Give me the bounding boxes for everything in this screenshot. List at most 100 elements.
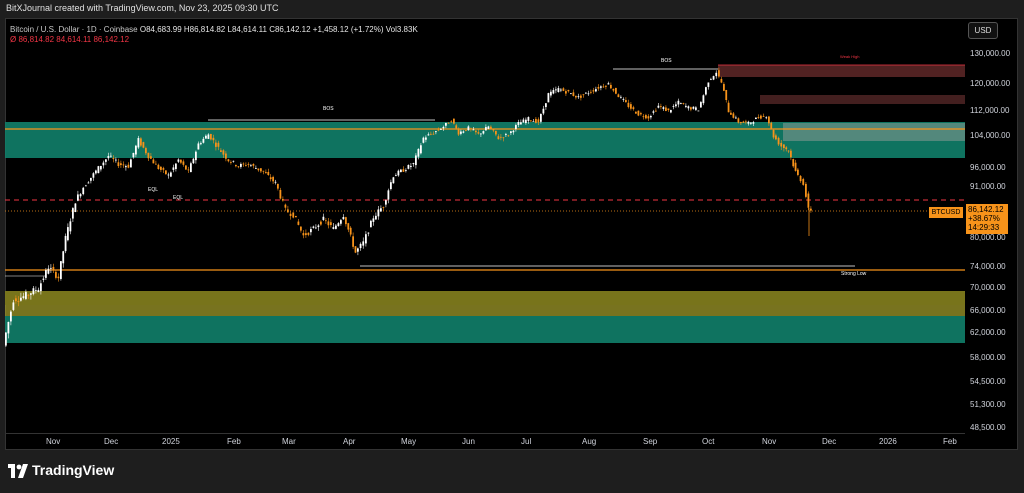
candle-body — [620, 96, 622, 98]
candle-body — [687, 106, 690, 109]
candle-body — [257, 168, 260, 171]
price-tick-label: 62,000.00 — [970, 328, 1006, 337]
time-tick-label: 2025 — [162, 437, 180, 446]
time-tick-label: Jun — [462, 437, 475, 446]
candle-body — [685, 105, 687, 107]
candle-body — [625, 100, 627, 103]
candle-body — [597, 86, 600, 89]
candle-body — [515, 125, 517, 130]
time-tick-label: Nov — [46, 437, 61, 446]
candle-body — [155, 163, 157, 165]
candle-body — [265, 172, 267, 174]
candle-body — [180, 159, 182, 163]
supply-zone-2 — [783, 123, 965, 141]
candle-body — [640, 113, 642, 115]
candle-body — [27, 294, 30, 296]
candle-body — [712, 76, 715, 80]
candle-body — [370, 220, 372, 228]
candle-body — [10, 311, 12, 322]
candle-body — [375, 215, 377, 220]
candle-body — [445, 122, 447, 126]
time-tick-label: Feb — [227, 437, 241, 446]
candle-body — [359, 243, 362, 249]
price-tick-label: 120,000.00 — [970, 79, 1011, 88]
candle-body — [127, 164, 130, 168]
candle-body — [400, 169, 402, 173]
candle-body — [457, 129, 460, 135]
candle-body — [810, 208, 812, 211]
candle-body — [277, 183, 279, 189]
candle-body — [727, 102, 730, 113]
candle-body — [305, 233, 307, 236]
candle-body — [345, 217, 347, 225]
candle-body — [122, 164, 125, 166]
candle-body — [175, 163, 177, 170]
candle-body — [262, 170, 265, 172]
candle-body — [492, 128, 495, 131]
candle-body — [300, 226, 302, 231]
candle-body — [22, 296, 25, 298]
candle-body — [315, 227, 317, 229]
currency-button[interactable]: USD — [968, 22, 998, 39]
candle-body — [292, 212, 295, 218]
candle-body — [455, 125, 458, 129]
candle-body — [82, 187, 85, 195]
candle-body — [792, 159, 795, 167]
candle-body — [15, 298, 17, 302]
candle-body — [372, 218, 375, 222]
candle-body — [397, 170, 400, 176]
candle-body — [52, 266, 55, 270]
candle-body — [240, 163, 242, 167]
candle-body — [284, 204, 287, 208]
candle-body — [177, 159, 180, 162]
candle-body — [307, 232, 310, 235]
candle-body — [320, 221, 322, 225]
candle-body — [72, 208, 74, 219]
candle-body — [67, 227, 69, 241]
candle-body — [90, 177, 92, 181]
candle-body — [322, 216, 325, 220]
tradingview-brand[interactable]: TradingView — [32, 462, 115, 478]
candle-body — [102, 162, 105, 166]
candle-body — [647, 116, 650, 119]
candle-body — [752, 122, 755, 124]
time-tick-label: Sep — [643, 437, 658, 446]
candle-body — [417, 148, 420, 157]
price-tick-label: 96,000.00 — [970, 163, 1006, 172]
candle-body — [269, 177, 272, 180]
candle-body — [150, 156, 152, 159]
candle-body — [592, 90, 595, 92]
candle-body — [750, 122, 752, 124]
time-tick-label: Mar — [282, 437, 296, 446]
candle-body — [757, 116, 760, 118]
candle-body — [217, 142, 220, 147]
candle-body — [222, 150, 225, 155]
candle-body — [485, 127, 487, 131]
candle-body — [382, 207, 385, 208]
candle-body — [297, 221, 300, 225]
price-chart[interactable]: BOS BOS Weak High Strong Low EQL EQL — [5, 18, 965, 433]
candle-body — [385, 200, 387, 205]
candle-body — [87, 182, 90, 184]
bos-label-2: BOS — [661, 58, 672, 64]
candle-body — [147, 152, 150, 159]
candle-body — [477, 132, 480, 134]
price-tick-label: 51,300.00 — [970, 400, 1006, 409]
candle-body — [697, 110, 700, 112]
candle-body — [410, 165, 412, 167]
time-tick-label: Oct — [702, 437, 715, 446]
candle-body — [500, 136, 502, 138]
candle-body — [255, 168, 257, 170]
candle-body — [105, 159, 107, 162]
candle-body — [772, 129, 775, 138]
candle-body — [777, 137, 780, 145]
candle-body — [47, 268, 50, 274]
candlestick-svg[interactable]: BOS BOS Weak High Strong Low EQL EQL — [5, 18, 965, 433]
candle-body — [117, 162, 120, 167]
candle-body — [768, 116, 770, 124]
candle-body — [522, 119, 525, 123]
candle-body — [245, 165, 247, 166]
candle-body — [710, 79, 712, 81]
candle-body — [287, 209, 289, 213]
candle-body — [327, 221, 330, 226]
